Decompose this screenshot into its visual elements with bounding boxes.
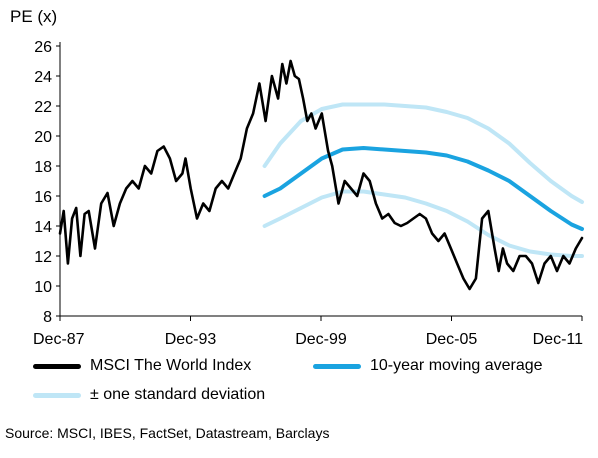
legend-label-std-dev: ± one standard deviation (90, 386, 266, 403)
x-tick-label: Dec-87 (33, 331, 85, 348)
y-tick-labels: 8 10 12 14 16 18 20 22 24 26 (34, 39, 52, 326)
msci-index-line (58, 59, 584, 291)
x-tick-label: Dec-99 (295, 331, 347, 348)
y-tick-label: 18 (34, 159, 52, 176)
std-dev-bands (262, 102, 584, 258)
lower-std-dev-line (262, 189, 584, 258)
upper-std-dev-line (262, 102, 584, 204)
x-tick-labels: Dec-87 Dec-93 Dec-99 Dec-05 Dec-11 (33, 331, 583, 348)
x-tick-label: Dec-05 (426, 331, 478, 348)
legend-label-moving-average: 10-year moving average (370, 357, 543, 374)
y-axis-label: PE (x) (10, 7, 57, 26)
y-tick-label: 14 (34, 219, 52, 236)
legend-item-msci: MSCI The World Index (33, 357, 251, 375)
source-note: Source: MSCI, IBES, FactSet, Datastream,… (5, 425, 330, 441)
moving-average-line (262, 146, 584, 231)
y-tick-label: 24 (34, 69, 52, 86)
legend-swatch-msci (33, 363, 81, 369)
y-tick-label: 10 (34, 279, 52, 296)
y-tick-label: 22 (34, 99, 52, 116)
legend-item-moving-average: 10-year moving average (313, 357, 543, 375)
y-tick-label: 16 (34, 189, 52, 206)
legend-label-msci: MSCI The World Index (90, 357, 252, 374)
x-tick-label: Dec-11 (533, 331, 583, 348)
moving-average-path (262, 146, 584, 231)
legend-swatch-std-dev (33, 392, 81, 398)
y-tick-label: 20 (34, 129, 52, 146)
msci-index-path (58, 59, 584, 291)
x-tick-label: Dec-93 (165, 331, 217, 348)
legend-swatch-moving-average (313, 363, 361, 369)
y-tick-label: 12 (34, 249, 52, 266)
y-tick-label: 26 (34, 39, 52, 56)
y-tick-label: 8 (43, 309, 52, 326)
axes (56, 42, 583, 321)
legend-item-std-dev: ± one standard deviation (33, 386, 265, 404)
